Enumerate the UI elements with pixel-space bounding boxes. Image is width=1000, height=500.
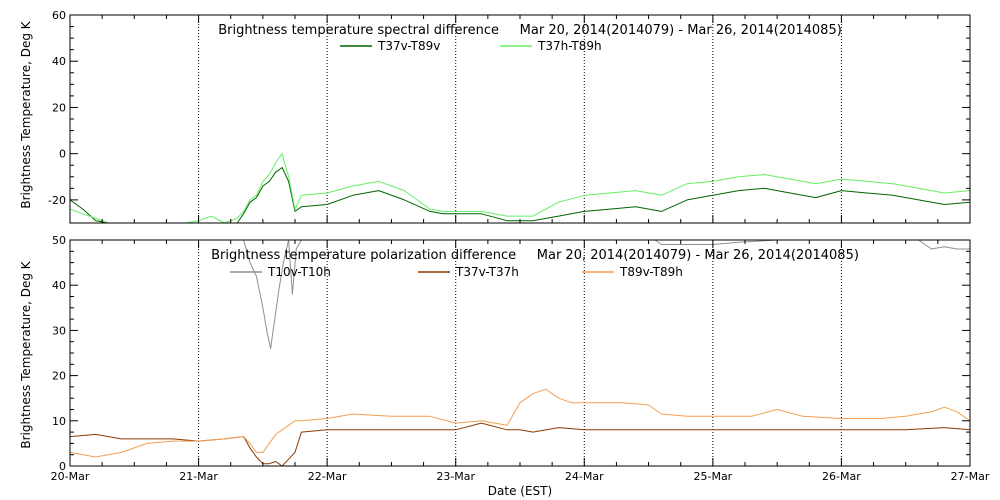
polarization-y-tick-label: 30: [52, 324, 66, 337]
polarization-y-tick-label: 0: [59, 460, 66, 473]
series-line-t10v-t10h: [243, 240, 970, 349]
x-tick-label: 27-Mar: [951, 470, 990, 483]
polarization-difference-panel: 0 10 20 30 40 50 20-Mar 21-Mar 22-Mar 23-Mar 24-Ma…: [19, 234, 990, 498]
x-tick-label: 23-Mar: [436, 470, 475, 483]
spectral-y-tick-label: 0: [59, 148, 66, 161]
x-tick-label: 25-Mar: [693, 470, 732, 483]
legend-label-t89v-t89h: T89v-T89h: [619, 265, 683, 279]
x-tick-label: 21-Mar: [179, 470, 218, 483]
polarization-y-tick-label: 40: [52, 279, 66, 292]
legend-label-t10v-t10h: T10v-T10h: [267, 265, 331, 279]
spectral-y-tick-label: 20: [52, 101, 66, 114]
spectral-legend: T37v-T89v T37h-T89h: [340, 39, 602, 53]
legend-label-t37v-t89v: T37v-T89v: [377, 39, 440, 53]
spectral-y-axis-title: Brightness Temperature, Deg K: [19, 20, 33, 208]
x-axis-title: Date (EST): [488, 484, 552, 498]
spectral-y-tick-label: -20: [48, 194, 66, 207]
polarization-y-tick-label: 50: [52, 234, 66, 247]
spectral-y-tick-label: 40: [52, 55, 66, 68]
x-tick-label: 20-Mar: [51, 470, 90, 483]
x-tick-label: 22-Mar: [308, 470, 347, 483]
series-line-t37v-t89v: [70, 167, 970, 223]
polarization-chart-title: Brightness temperature polarization diff…: [211, 248, 859, 263]
polarization-legend: T10v-T10h T37v-T37h T89v-T89h: [230, 265, 683, 279]
polarization-series-layer: [70, 240, 970, 466]
legend-label-t37h-t89h: T37h-T89h: [537, 39, 602, 53]
spectral-ticks: -20 0 20 40 60: [48, 9, 971, 223]
series-line-t37h-t89h: [70, 153, 970, 223]
polarization-y-tick-label: 10: [52, 415, 66, 428]
x-tick-label: 26-Mar: [822, 470, 861, 483]
polarization-y-tick-label: 20: [52, 370, 66, 383]
spectral-difference-panel: -20 0 20 40 60 Brightness temperature spectr…: [19, 9, 971, 224]
spectral-y-tick-label: 60: [52, 9, 66, 22]
legend-label-t37v-t37h: T37v-T37h: [455, 265, 519, 279]
spectral-series-layer: [70, 153, 970, 223]
polarization-y-axis-title: Brightness Temperature, Deg K: [19, 260, 33, 448]
spectral-chart-title: Brightness temperature spectral differen…: [218, 23, 842, 38]
series-line-t89v-t89h: [70, 388, 970, 458]
polarization-ticks: 0 10 20 30 40 50 20-Mar 21-Mar 22-Mar 23-Mar 24-Ma…: [51, 234, 990, 483]
x-tick-label: 24-Mar: [565, 470, 604, 483]
